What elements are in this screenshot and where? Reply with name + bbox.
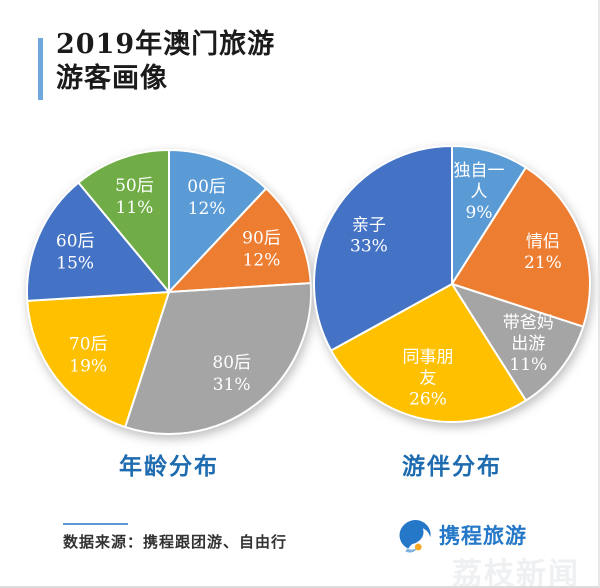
dolphin-ball	[414, 543, 422, 551]
ctrip-logo-text: 携程旅游	[439, 525, 527, 548]
companion-distribution-pie: 独自一人 9% 情侣 21% 带爸妈出游 11% 同事朋友 26% 亲子 33%	[313, 145, 591, 423]
pie-slice-60后	[26, 181, 170, 302]
pie-slice-label-70后: 70后 19%	[69, 335, 108, 377]
dolphin-icon	[399, 520, 431, 553]
page-title-line1: 2019年澳门旅游	[56, 29, 276, 60]
pie-slice-label-60后: 60后 15%	[56, 231, 95, 273]
pie-slice-label-50后: 50后 11%	[115, 176, 154, 218]
dolphin-body	[399, 520, 431, 549]
pie-slice-亲子	[313, 145, 453, 352]
pie-slice-90后	[168, 187, 312, 293]
companion-distribution-caption: 游伴分布	[402, 453, 502, 479]
source-divider-line	[63, 523, 128, 525]
pie-slice-带爸妈出游	[451, 283, 585, 402]
pie-slice-label-独自一人: 独自一人 9%	[454, 161, 505, 223]
data-source-text: 数据来源：携程跟团游、自由行	[63, 534, 288, 551]
pie-slice-label-00后: 00后 12%	[187, 177, 226, 219]
pie-slice-label-情侣: 情侣 21%	[524, 232, 562, 273]
age-distribution-pie: 00后 12% 90后 12% 80后 31% 70后 19% 60后 15% 50后 11%	[26, 149, 312, 435]
age-distribution-caption: 年龄分布	[119, 453, 219, 479]
pie-slice-50后	[77, 149, 170, 293]
pie-slice-label-亲子: 亲子 33%	[350, 215, 388, 256]
watermark-text: 荔枝新闻	[452, 558, 580, 588]
ctrip-logo: 携程旅游	[398, 515, 527, 555]
title-accent-bar	[38, 38, 43, 100]
page-title-line2: 游客画像	[56, 63, 168, 94]
page-title: 2019年澳门旅游 游客画像	[56, 28, 275, 96]
pie-slice-00后	[168, 149, 268, 293]
pie-slice-同事朋友	[330, 283, 527, 423]
dolphin-tail	[405, 547, 418, 553]
pie-slice-label-90后: 90后 12%	[242, 229, 281, 271]
pie-slice-情侣	[451, 166, 591, 328]
pie-slice-label-同事朋友: 同事朋友 26%	[403, 348, 454, 410]
pie-slice-80后	[124, 282, 312, 435]
pie-slice-70后	[26, 291, 170, 429]
pie-slice-label-带爸妈出游: 带爸妈出游 11%	[503, 313, 554, 375]
pie-slice-label-80后: 80后 31%	[212, 353, 251, 395]
